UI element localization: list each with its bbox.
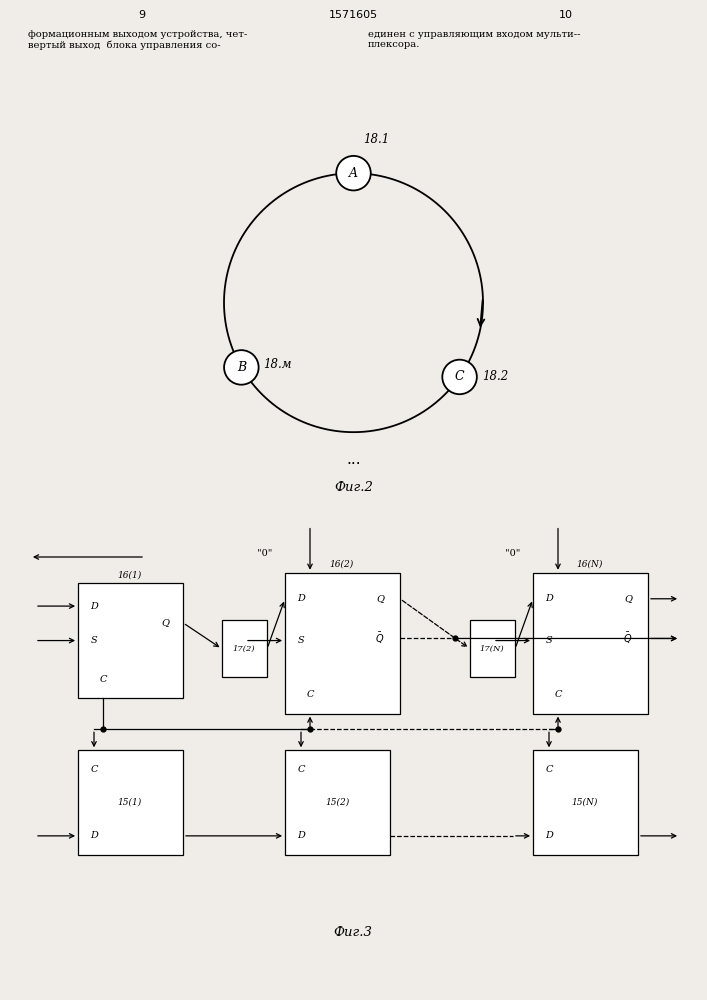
Text: 15(2): 15(2) xyxy=(325,798,349,807)
Text: D: D xyxy=(297,594,305,603)
Text: Q: Q xyxy=(161,618,169,627)
Text: Фиг.3: Фиг.3 xyxy=(334,926,373,940)
Bar xyxy=(533,750,638,855)
Text: 18.м: 18.м xyxy=(264,358,292,371)
Text: C: C xyxy=(455,370,464,383)
Bar xyxy=(533,573,648,714)
Text: $\bar{Q}$: $\bar{Q}$ xyxy=(375,631,385,646)
Text: C: C xyxy=(297,765,305,774)
Text: единен с управляющим входом мульти--
плексора.: единен с управляющим входом мульти-- пле… xyxy=(368,30,580,49)
Text: "0": "0" xyxy=(257,549,273,558)
Text: C: C xyxy=(99,675,107,684)
Text: B: B xyxy=(237,361,246,374)
Text: S: S xyxy=(546,636,552,645)
Text: C: C xyxy=(554,690,562,699)
Text: 17(N): 17(N) xyxy=(479,645,504,653)
Text: D: D xyxy=(90,602,98,611)
Text: Фиг.2: Фиг.2 xyxy=(334,481,373,494)
Circle shape xyxy=(443,360,477,394)
Text: D: D xyxy=(297,831,305,840)
Text: 15(N): 15(N) xyxy=(572,798,598,807)
Text: S: S xyxy=(90,636,98,645)
Bar xyxy=(78,583,183,698)
Text: 1571605: 1571605 xyxy=(329,10,378,20)
Text: 18.1: 18.1 xyxy=(363,133,390,146)
Bar xyxy=(285,750,390,855)
Text: S: S xyxy=(298,636,304,645)
Text: D: D xyxy=(90,831,98,840)
Circle shape xyxy=(224,350,259,385)
Circle shape xyxy=(337,156,370,190)
Text: формационным выходом устройства, чет-
вертый выход  блока управления со-: формационным выходом устройства, чет- ве… xyxy=(28,30,247,50)
Text: C: C xyxy=(545,765,553,774)
Text: Q: Q xyxy=(624,594,632,603)
Text: 16(N): 16(N) xyxy=(577,560,603,569)
Text: 18.2: 18.2 xyxy=(481,370,508,383)
Text: Q: Q xyxy=(376,594,384,603)
Text: 9: 9 xyxy=(138,10,145,20)
Bar xyxy=(285,573,400,714)
Text: D: D xyxy=(545,831,553,840)
Text: 16(2): 16(2) xyxy=(330,560,354,569)
Text: 15(1): 15(1) xyxy=(118,798,142,807)
Text: 17(2): 17(2) xyxy=(233,645,255,653)
Text: C: C xyxy=(306,690,314,699)
Text: 10: 10 xyxy=(559,10,573,20)
Bar xyxy=(222,620,267,677)
Bar xyxy=(470,620,515,677)
Text: A: A xyxy=(349,167,358,180)
Text: D: D xyxy=(545,594,553,603)
Text: $\bar{Q}$: $\bar{Q}$ xyxy=(624,631,633,646)
Bar xyxy=(78,750,183,855)
Text: "0": "0" xyxy=(506,549,520,558)
Text: C: C xyxy=(90,765,98,774)
Text: 16(1): 16(1) xyxy=(118,570,142,579)
Text: ...: ... xyxy=(346,452,361,467)
